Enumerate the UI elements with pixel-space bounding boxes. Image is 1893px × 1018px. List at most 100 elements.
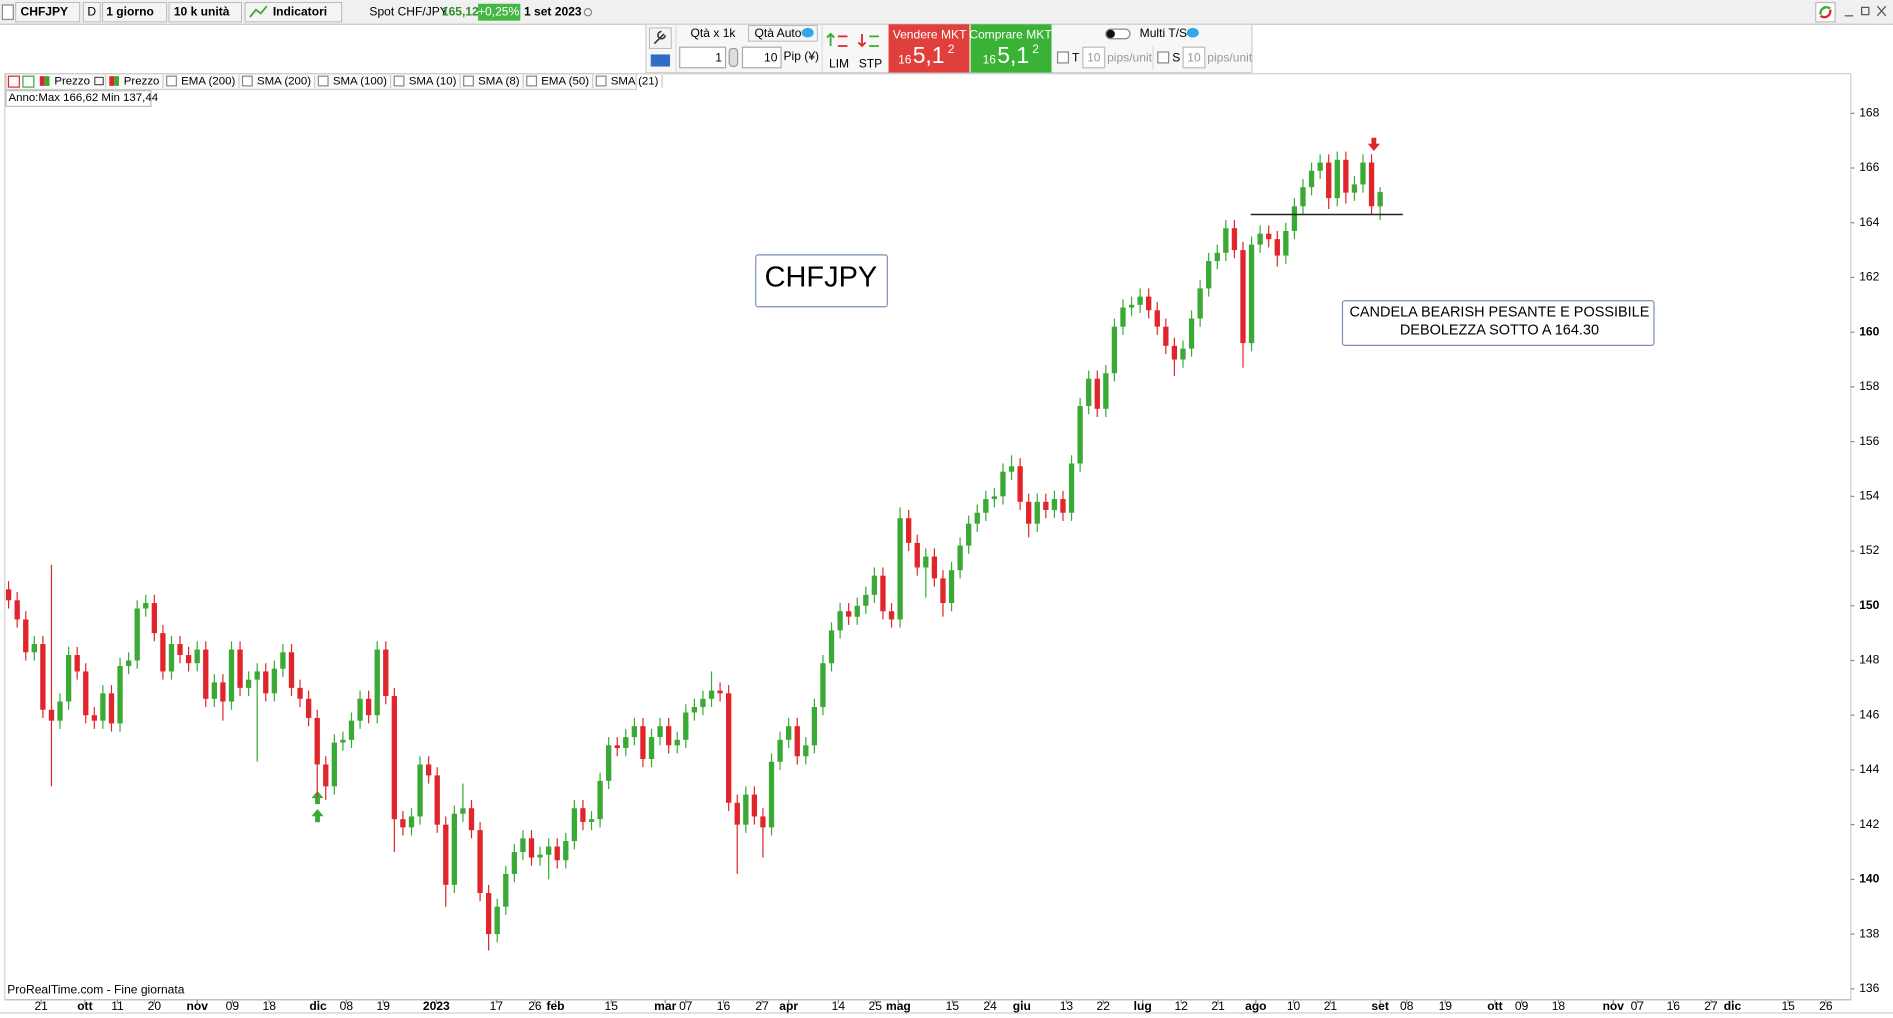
qty-slider[interactable] [728,47,739,68]
sync-button[interactable] [1815,1,1836,23]
x-tick-label: mag [886,999,911,1013]
candle-body [1060,499,1066,513]
candle-body [1051,499,1058,511]
candle-body [1154,310,1160,327]
sell-button[interactable] [888,24,970,73]
lim[interactable]: LIM [829,56,849,70]
candle-body [168,644,175,672]
candle-body [846,611,852,617]
candle-body [23,619,29,653]
candle-body [511,852,518,874]
candle-body [588,819,595,822]
candle-body [451,813,458,885]
t-checkbox[interactable] [1056,51,1070,64]
mode-button[interactable] [82,2,101,23]
indicator-checkbox[interactable] [463,75,474,87]
lim-icon[interactable] [826,32,835,47]
candle-body [1146,296,1152,311]
candle-body [580,808,586,822]
candle-body [400,819,406,828]
mode: D [87,4,96,18]
y-tick-label: 154 [1859,489,1879,503]
candle-body [863,594,869,606]
candle-body [1291,206,1298,231]
indicator-checkbox[interactable] [526,75,538,87]
add-button [7,75,20,88]
indicator-checkbox[interactable] [317,75,329,87]
pip-input[interactable] [741,46,782,69]
buy-signal-arrow [311,790,324,823]
units-button[interactable] [168,2,242,23]
t-value: 10 [1087,50,1101,64]
indicator-checkbox[interactable] [595,75,607,87]
candle-body [888,611,895,620]
candle-body [5,589,12,601]
candle-body [254,671,260,680]
keyboard-button[interactable] [650,54,671,67]
candle-body [443,824,449,885]
candle-body [143,603,149,609]
candle-body [323,764,329,787]
indicators-button[interactable] [244,2,343,23]
candle-body [1197,288,1203,319]
indicator-checkbox[interactable] [241,75,253,87]
annotation-line: DEBOLEZZA SOTTO A 164.30 [1400,323,1599,339]
x-tick-label: 27 [1704,999,1718,1013]
toolbar-icon[interactable] [1,4,14,21]
candle-body [1343,159,1349,193]
candle-body [923,556,929,568]
s-input[interactable] [1182,46,1206,69]
candle-body [1188,318,1195,349]
candle-body [726,693,732,803]
restore-button[interactable] [1861,6,1870,16]
buy-label: Comprare MKT [969,27,1052,41]
candle-body [425,764,432,776]
y-tick-label: 136 [1859,981,1879,995]
qty-auto-button[interactable] [748,25,818,42]
x-tick-label: 21 [1211,999,1225,1013]
candle-body [1034,501,1040,524]
price-swatch [39,76,45,86]
candle-body [348,720,355,740]
candle-body [177,644,183,656]
indicator-label: Prezzo [124,76,160,88]
x-tick-label: dic [309,999,327,1013]
candle-body [108,693,115,724]
candle-body [777,739,783,762]
candle-body [1077,406,1083,464]
sync-icon [1819,6,1831,15]
indicator-checkbox[interactable] [166,75,177,87]
t-input[interactable] [1082,46,1106,69]
candle-body [314,717,320,765]
price-swatch [44,76,50,86]
s-value: 10 [1187,50,1201,64]
pip-label: Pip (¥) [784,49,820,63]
period-button[interactable] [102,2,168,23]
x-tick-label: 08 [340,999,354,1013]
qty-input[interactable] [679,46,727,69]
symbol-button[interactable] [15,2,81,23]
candle-body [65,655,72,702]
buy-button[interactable] [970,24,1052,73]
indicator-label: Prezzo [54,76,90,88]
candle-body [674,739,680,746]
multi-ts: Multi T/S [1140,26,1187,40]
edit-button [22,75,35,88]
annotation-line: CANDELA BEARISH PESANTE E POSSIBILE [1349,305,1649,321]
s-checkbox[interactable] [1157,51,1170,64]
candle-body [1120,307,1126,327]
stp[interactable]: STP [859,56,882,70]
x-tick-label: nov [1603,999,1625,1013]
candle-body [48,709,55,721]
indicator-checkbox[interactable] [393,75,405,87]
x-tick-label: 15 [605,999,619,1013]
buy-price-sup: 2 [1032,42,1039,56]
stp-icon[interactable] [857,33,867,48]
s-unit: pips/unit [1207,50,1253,64]
candle-body [1163,326,1169,346]
candle-body [1094,378,1100,409]
candle-body [1086,378,1092,407]
candle-body [768,761,775,828]
close-button[interactable] [1876,5,1887,17]
